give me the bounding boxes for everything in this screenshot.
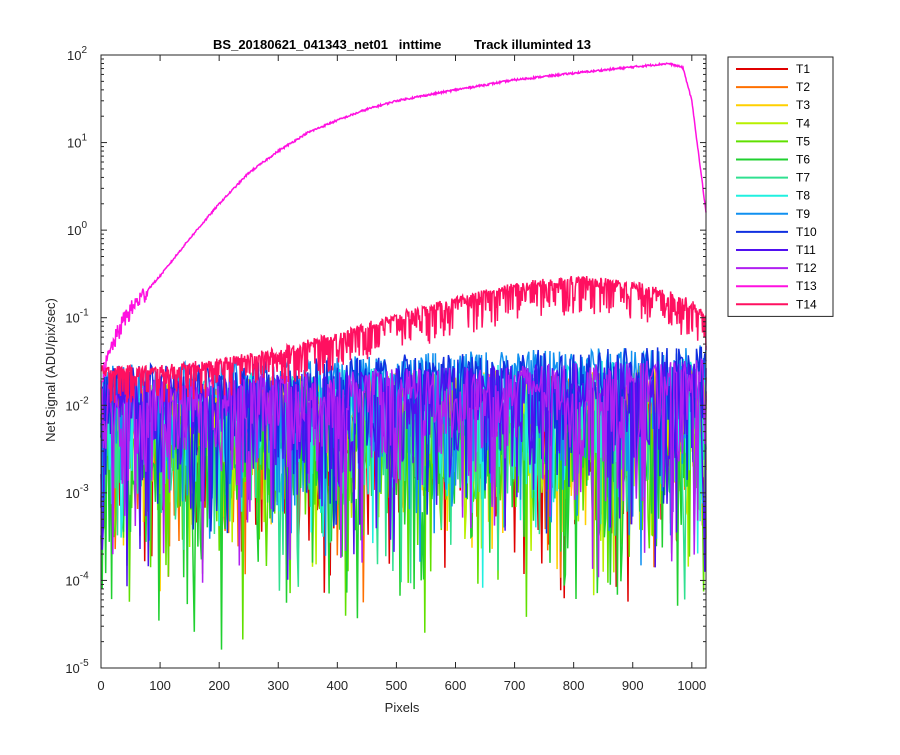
svg-text:T2: T2 [796, 80, 810, 94]
y-tick-label: 10-2 [65, 395, 89, 413]
legend-item-t5: T5 [736, 134, 810, 148]
svg-text:T6: T6 [796, 153, 810, 167]
legend-item-t1: T1 [736, 62, 810, 76]
legend-item-t12: T12 [736, 261, 817, 275]
x-tick-label: 600 [445, 678, 467, 693]
legend-item-t6: T6 [736, 153, 810, 167]
y-tick-label: 10-4 [65, 570, 89, 588]
y-tick-label: 101 [67, 133, 87, 151]
y-tick-label: 10-5 [65, 658, 89, 676]
y-axis-ticks: 10-5 10-4 10-3 10-2 10-1 100 101 102 [65, 45, 706, 676]
x-tick-label: 100 [149, 678, 171, 693]
svg-text:T8: T8 [796, 189, 810, 203]
svg-text:T3: T3 [796, 98, 810, 112]
x-tick-label: 500 [386, 678, 408, 693]
x-tick-label: 200 [208, 678, 230, 693]
svg-text:T14: T14 [796, 297, 817, 311]
legend-item-t3: T3 [736, 98, 810, 112]
svg-text:T11: T11 [796, 243, 816, 257]
svg-text:T1: T1 [796, 62, 810, 76]
axes-box [100, 54, 707, 669]
legend-item-t14: T14 [736, 297, 817, 311]
y-tick-label: 10-3 [65, 483, 89, 501]
svg-text:T7: T7 [796, 171, 810, 185]
x-tick-label: 400 [326, 678, 348, 693]
svg-text:T5: T5 [796, 134, 810, 148]
x-tick-label: 300 [267, 678, 289, 693]
x-tick-label: 900 [622, 678, 644, 693]
y-tick-label: 10-1 [65, 308, 89, 326]
series-line-t14 [100, 275, 707, 403]
x-axis-ticks: 0 100 200 300 400 500 600 700 800 900 1000 [97, 55, 706, 693]
x-tick-label: 0 [97, 678, 104, 693]
legend-item-t13: T13 [736, 279, 817, 293]
legend-item-t2: T2 [736, 80, 810, 94]
legend-item-t8: T8 [736, 189, 810, 203]
y-tick-label: 102 [67, 45, 87, 63]
legend-item-t9: T9 [736, 207, 810, 221]
series-line-t12 [100, 357, 707, 583]
svg-text:T10: T10 [796, 225, 817, 239]
legend-item-t4: T4 [736, 116, 810, 130]
plot-traces [100, 61, 707, 650]
legend-item-t11: T11 [736, 243, 816, 257]
x-axis-label: Pixels [385, 700, 420, 715]
svg-text:T4: T4 [796, 116, 810, 130]
x-tick-label: 800 [563, 678, 585, 693]
svg-text:T13: T13 [796, 279, 817, 293]
legend-item-t7: T7 [736, 171, 810, 185]
svg-text:T12: T12 [796, 261, 817, 275]
chart-title: BS_20180621_041343_net01 inttime Track i… [213, 37, 591, 52]
svg-text:T9: T9 [796, 207, 810, 221]
x-tick-label: 700 [504, 678, 526, 693]
series-line-t13 [100, 61, 707, 390]
legend: T1 T2 T3 T4 T5 T6 T7 T8 T9 T10 T11 T12 T13 T14 [727, 56, 834, 317]
legend-item-t10: T10 [736, 225, 817, 239]
x-tick-label: 1000 [677, 678, 706, 693]
y-tick-label: 100 [67, 220, 87, 238]
y-axis-label: Net Signal (ADU/pix/sec) [43, 298, 58, 442]
